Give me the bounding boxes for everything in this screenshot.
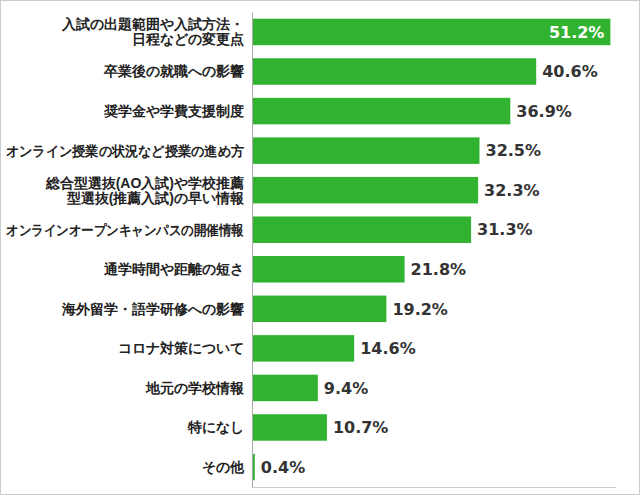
bar (252, 256, 405, 282)
tick-label: 通学時間や距離の短さ (103, 261, 244, 277)
tick-label: 総合型選抜(AO入試)や学校推薦型選抜(推薦入試)の早い情報 (45, 175, 245, 206)
y-axis-line (252, 13, 253, 488)
tick: その他 (202, 459, 252, 475)
tick: 海外留学・語学研修への影響 (61, 301, 252, 317)
plot: 入試の出題範囲や入試方法・日程などの変更点卒業後の就職への影響奨学金や学費支援制… (6, 13, 617, 488)
tick: 奨学金や学費支援制度 (103, 103, 252, 119)
data-label: 9.4% (324, 379, 368, 398)
tick-label-line: オンラインオープンキャンパスの開催情報 (6, 222, 245, 238)
x-axis (253, 487, 617, 488)
tick: 入試の出題範囲や入試方法・日程などの変更点 (61, 16, 252, 47)
tick-label: コロナ対策について (118, 340, 244, 356)
data-label: 0.4% (261, 458, 305, 477)
data-label: 19.2% (392, 300, 448, 319)
tick-label-line: 総合型選抜(AO入試)や学校推薦 (45, 175, 244, 191)
bar (252, 335, 354, 361)
tick-label: 特になし (187, 419, 244, 435)
tick-label-line: コロナ対策について (118, 340, 244, 356)
tick-label-line: 特になし (187, 419, 244, 435)
bar (252, 137, 480, 163)
tick: コロナ対策について (118, 340, 252, 356)
data-label: 32.3% (484, 181, 540, 200)
bar (252, 296, 386, 322)
bar (252, 177, 478, 203)
tick-label-line: その他 (202, 459, 245, 475)
data-label: 40.6% (542, 62, 598, 81)
tick-label-line: オンライン授業の状況など授業の進め方 (6, 143, 244, 159)
tick-label: 卒業後の就職への影響 (103, 63, 244, 79)
x-axis-line (253, 487, 617, 488)
tick: 地元の学校情報 (145, 380, 252, 396)
bar (252, 58, 536, 84)
tick-label-line: 奨学金や学費支援制度 (103, 103, 244, 119)
tick-label: 海外留学・語学研修への影響 (61, 301, 244, 317)
tick: 総合型選抜(AO入試)や学校推薦型選抜(推薦入試)の早い情報 (45, 175, 252, 206)
data-label: 36.9% (516, 102, 572, 121)
tick-label: 入試の出題範囲や入試方法・日程などの変更点 (61, 16, 244, 47)
tick: 卒業後の就職への影響 (103, 63, 252, 79)
bar (252, 98, 510, 124)
bar (252, 414, 327, 440)
tick: オンライン授業の状況など授業の進め方 (6, 143, 252, 159)
data-label: 21.8% (411, 260, 467, 279)
bar (252, 375, 318, 401)
bars (252, 19, 610, 481)
tick: 通学時間や距離の短さ (103, 261, 252, 277)
data-labels: 51.2% 40.6% 36.9% 32.5% 32.3% 31.3% 21.8% 19.2%… (261, 23, 605, 477)
tick-label-line: 海外留学・語学研修への影響 (61, 301, 244, 317)
chart: 入試の出題範囲や入試方法・日程などの変更点卒業後の就職への影響奨学金や学費支援制… (0, 0, 640, 495)
data-label: 31.3% (477, 220, 533, 239)
y-axis: 入試の出題範囲や入試方法・日程などの変更点卒業後の就職への影響奨学金や学費支援制… (6, 13, 253, 488)
data-label: 14.6% (360, 339, 416, 358)
tick-label-line: 卒業後の就職への影響 (103, 63, 244, 79)
data-label: 10.7% (333, 418, 389, 437)
tick-label: 地元の学校情報 (145, 380, 245, 396)
tick-label: オンライン授業の状況など授業の進め方 (6, 143, 244, 159)
data-label: 32.5% (486, 141, 542, 160)
tick-label-line: 通学時間や距離の短さ (103, 261, 244, 277)
tick: オンラインオープンキャンパスの開催情報 (6, 222, 252, 238)
tick-label: その他 (202, 459, 245, 475)
tick-label: オンラインオープンキャンパスの開催情報 (6, 222, 245, 238)
tick-label-line: 日程などの変更点 (132, 31, 244, 47)
tick-label-line: 型選抜(推薦入試)の早い情報 (66, 190, 245, 206)
tick-label-line: 地元の学校情報 (145, 380, 245, 396)
tick: 特になし (187, 419, 252, 435)
bar (252, 19, 610, 45)
tick-label: 奨学金や学費支援制度 (103, 103, 244, 119)
data-label: 51.2% (549, 23, 605, 42)
tick-label-line: 入試の出題範囲や入試方法・ (61, 16, 244, 32)
bar (252, 216, 471, 242)
frame (1, 1, 640, 495)
